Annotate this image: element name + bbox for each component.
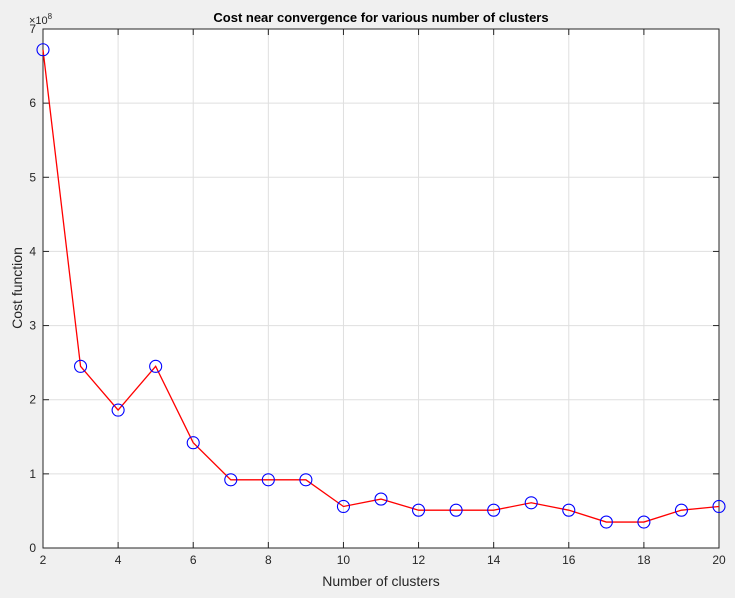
data-point-marker bbox=[299, 473, 313, 487]
data-point-marker bbox=[637, 515, 651, 529]
data-point-marker bbox=[36, 43, 50, 57]
x-tick-label: 20 bbox=[712, 553, 726, 567]
x-tick-label: 4 bbox=[115, 553, 122, 567]
y-tick-label: 2 bbox=[29, 393, 36, 407]
chart-title: Cost near convergence for various number… bbox=[213, 10, 548, 25]
data-point-marker bbox=[261, 473, 275, 487]
data-point-marker bbox=[562, 503, 576, 517]
y-tick-label: 6 bbox=[29, 96, 36, 110]
data-point-marker bbox=[599, 515, 613, 529]
y-tick-label: 3 bbox=[29, 319, 36, 333]
y-axis-exponent: ×108 bbox=[29, 12, 53, 27]
data-point-marker bbox=[412, 503, 426, 517]
y-tick-label: 7 bbox=[29, 22, 36, 36]
data-point-marker bbox=[336, 499, 350, 514]
data-point-marker bbox=[186, 436, 200, 450]
x-tick-label: 2 bbox=[40, 553, 47, 567]
data-point-marker bbox=[449, 503, 463, 517]
x-tick-label: 14 bbox=[487, 553, 501, 567]
data-point-marker bbox=[74, 359, 88, 373]
y-tick-label: 1 bbox=[29, 467, 36, 481]
x-tick-label: 10 bbox=[337, 553, 351, 567]
data-point-marker bbox=[149, 359, 163, 373]
x-tick-label: 6 bbox=[190, 553, 197, 567]
plot-frame bbox=[42, 28, 720, 549]
x-tick-label: 16 bbox=[562, 553, 576, 567]
data-point-marker bbox=[374, 492, 388, 506]
x-tick-label: 8 bbox=[265, 553, 272, 567]
y-exponent-power: 8 bbox=[48, 12, 53, 21]
plot-area bbox=[43, 29, 719, 548]
x-axis-label: Number of clusters bbox=[322, 573, 439, 589]
series-line bbox=[42, 49, 720, 523]
y-exponent-base: ×10 bbox=[29, 15, 48, 27]
data-point-marker bbox=[487, 503, 501, 517]
y-tick-label: 0 bbox=[29, 541, 36, 555]
series-cost bbox=[36, 43, 726, 529]
x-tick-label: 12 bbox=[412, 553, 426, 567]
y-axis-label: Cost function bbox=[9, 247, 25, 329]
data-point-marker bbox=[712, 499, 726, 514]
data-point-marker bbox=[674, 503, 688, 517]
data-point-marker bbox=[111, 403, 125, 417]
x-tick-label: 18 bbox=[637, 553, 651, 567]
data-point-marker bbox=[524, 496, 538, 510]
y-tick-label: 4 bbox=[29, 244, 36, 258]
data-point-marker bbox=[224, 473, 238, 487]
y-tick-label: 5 bbox=[29, 170, 36, 184]
